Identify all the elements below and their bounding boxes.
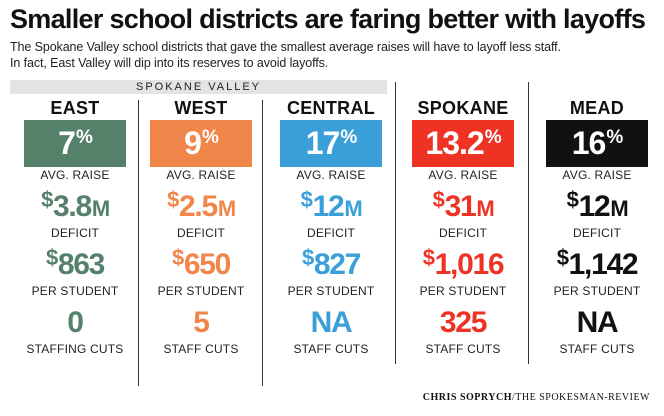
staff-cuts-value: NA bbox=[310, 306, 353, 339]
million-unit: M bbox=[610, 196, 628, 221]
district-column-west: WEST 9% AVG. RAISE $2.5M DEFICIT $650 PER STUD… bbox=[136, 96, 266, 357]
district-column-central: CENTRAL 17% AVG. RAISE $12M DEFICIT $827 PER S… bbox=[266, 96, 396, 357]
million-unit: M bbox=[217, 196, 236, 221]
dollar-sign: $ bbox=[566, 187, 579, 212]
district-column-east: EAST 7% AVG. RAISE $3.8M DEFICIT $863 PER STUD… bbox=[10, 96, 140, 357]
district-name: MEAD bbox=[569, 98, 625, 118]
subtitle-line-1: The Spokane Valley school districts that… bbox=[10, 40, 561, 54]
deficit-label: DEFICIT bbox=[572, 226, 622, 240]
per-student-value: $1,142 bbox=[532, 245, 662, 283]
district-column-spokane: SPOKANE 13.2% AVG. RAISE $31M DEFICIT $1,016 P… bbox=[398, 96, 528, 357]
per-student-amount: 827 bbox=[313, 248, 361, 281]
dollar-sign: $ bbox=[167, 187, 179, 212]
deficit-amount: 3.8 bbox=[53, 190, 92, 223]
per-student-label: PER STUDENT bbox=[31, 284, 119, 298]
district-name: CENTRAL bbox=[286, 98, 376, 118]
per-student-label: PER STUDENT bbox=[419, 284, 507, 298]
avg-raise-value: 13.2 bbox=[425, 125, 484, 161]
credit-outlet: /THE SPOKESMAN-REVIEW bbox=[512, 392, 650, 403]
avg-raise-box: 9% bbox=[150, 120, 252, 167]
column-divider bbox=[262, 100, 263, 386]
avg-raise-box: 16% bbox=[546, 120, 648, 167]
district-name: SPOKANE bbox=[417, 98, 509, 118]
subtitle-line-2: In fact, East Valley will dip into its r… bbox=[10, 56, 329, 70]
per-student-amount: 1,142 bbox=[568, 248, 639, 281]
deficit-amount: 12 bbox=[578, 190, 611, 223]
deficit-amount: 2.5 bbox=[179, 190, 218, 223]
credit-author: CHRIS SOPRYCH bbox=[422, 392, 512, 403]
dollar-sign: $ bbox=[41, 187, 53, 212]
staff-cuts-value: 0 bbox=[67, 306, 84, 339]
avg-raise-box: 7% bbox=[24, 120, 126, 167]
per-student-amount: 863 bbox=[57, 248, 105, 281]
per-student-label: PER STUDENT bbox=[157, 284, 245, 298]
dollar-sign: $ bbox=[45, 245, 58, 270]
dollar-sign: $ bbox=[301, 245, 314, 270]
per-student-label: PER STUDENT bbox=[553, 284, 641, 298]
district-column-mead: MEAD 16% AVG. RAISE $12M DEFICIT $1,142 PER ST… bbox=[532, 96, 662, 357]
column-divider bbox=[138, 100, 139, 386]
dollar-sign: $ bbox=[300, 187, 313, 212]
avg-raise-box: 17% bbox=[280, 120, 382, 167]
per-student-value: $650 bbox=[136, 245, 266, 283]
per-student-value: $863 bbox=[10, 245, 140, 283]
dollar-sign: $ bbox=[432, 187, 445, 212]
column-divider bbox=[528, 82, 529, 364]
per-student-amount: 1,016 bbox=[434, 248, 505, 281]
deficit-amount: 31 bbox=[444, 190, 477, 223]
staff-cuts-value: 325 bbox=[439, 306, 487, 339]
avg-raise-label: AVG. RAISE bbox=[428, 168, 498, 182]
staff-cuts-label: STAFFING CUTS bbox=[26, 342, 124, 356]
staff-cuts-label: STAFF CUTS bbox=[559, 342, 635, 356]
deficit-label: DEFICIT bbox=[176, 226, 226, 240]
credit-line: CHRIS SOPRYCH/THE SPOKESMAN-REVIEW bbox=[423, 392, 650, 403]
deficit-value: $12M bbox=[266, 187, 396, 225]
percent-sign: % bbox=[201, 126, 219, 148]
million-unit: M bbox=[91, 196, 110, 221]
avg-raise-value: 9 bbox=[184, 125, 202, 161]
staff-cuts-label: STAFF CUTS bbox=[425, 342, 501, 356]
avg-raise-box: 13.2% bbox=[412, 120, 514, 167]
column-divider bbox=[395, 82, 396, 364]
avg-raise-label: AVG. RAISE bbox=[296, 168, 366, 182]
avg-raise-value: 16 bbox=[571, 125, 607, 161]
percent-sign: % bbox=[340, 126, 357, 148]
per-student-value: $827 bbox=[266, 245, 396, 283]
percent-sign: % bbox=[75, 126, 93, 148]
spokane-valley-label: SPOKANE VALLEY bbox=[10, 80, 387, 94]
deficit-value: $31M bbox=[398, 187, 528, 225]
percent-sign: % bbox=[606, 126, 623, 148]
deficit-label: DEFICIT bbox=[50, 226, 100, 240]
avg-raise-value: 7 bbox=[58, 125, 76, 161]
district-name: EAST bbox=[50, 98, 100, 118]
deficit-value: $2.5M bbox=[136, 187, 266, 225]
staff-cuts-value: 5 bbox=[193, 306, 210, 339]
dollar-sign: $ bbox=[556, 245, 569, 270]
deficit-value: $12M bbox=[532, 187, 662, 225]
deficit-value: $3.8M bbox=[10, 187, 140, 225]
per-student-label: PER STUDENT bbox=[287, 284, 375, 298]
dollar-sign: $ bbox=[171, 245, 184, 270]
page-title: Smaller school districts are faring bett… bbox=[10, 4, 646, 34]
avg-raise-label: AVG. RAISE bbox=[166, 168, 236, 182]
district-name: WEST bbox=[174, 98, 228, 118]
staff-cuts-label: STAFF CUTS bbox=[293, 342, 369, 356]
million-unit: M bbox=[344, 196, 362, 221]
deficit-amount: 12 bbox=[312, 190, 345, 223]
avg-raise-label: AVG. RAISE bbox=[562, 168, 632, 182]
deficit-label: DEFICIT bbox=[438, 226, 488, 240]
avg-raise-value: 17 bbox=[305, 125, 341, 161]
avg-raise-label: AVG. RAISE bbox=[40, 168, 110, 182]
staff-cuts-label: STAFF CUTS bbox=[163, 342, 239, 356]
per-student-amount: 650 bbox=[183, 248, 231, 281]
million-unit: M bbox=[476, 196, 494, 221]
dollar-sign: $ bbox=[422, 245, 435, 270]
percent-sign: % bbox=[484, 126, 502, 148]
deficit-label: DEFICIT bbox=[306, 226, 356, 240]
staff-cuts-value: NA bbox=[576, 306, 619, 339]
per-student-value: $1,016 bbox=[398, 245, 528, 283]
